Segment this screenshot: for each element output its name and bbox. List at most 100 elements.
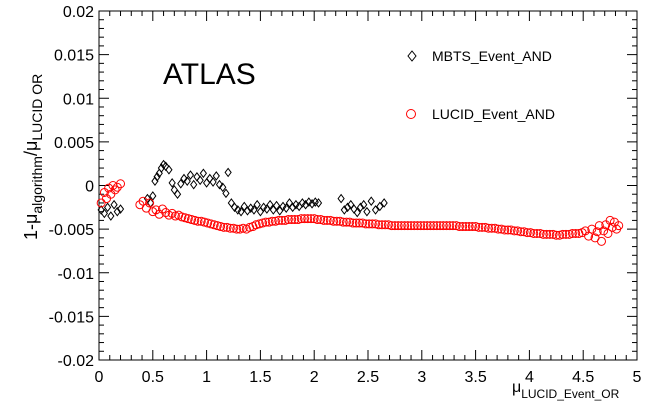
data-point-lucid [416, 221, 426, 231]
data-point-lucid [219, 222, 229, 232]
data-point-mbts [215, 179, 224, 190]
data-point-mbts [243, 205, 252, 216]
data-point-lucid [605, 215, 615, 225]
data-point-lucid [558, 229, 568, 239]
data-point-mbts [222, 188, 230, 199]
y-tick-label: -0.01 [58, 266, 95, 283]
x-tick-label: 5 [633, 369, 642, 386]
data-point-mbts [209, 177, 217, 187]
data-point-lucid [303, 214, 313, 224]
x-axis-title: μLUCID_Event_OR [512, 379, 620, 401]
legend-label-lucid: LUCID_Event_AND [432, 106, 555, 122]
data-point-lucid [387, 221, 397, 231]
y-tick-label: 0.015 [54, 48, 94, 65]
x-tick-label: 2 [310, 369, 319, 386]
data-point-lucid [348, 218, 358, 228]
data-point-lucid [145, 198, 155, 208]
y-tick-label: -0.015 [49, 309, 94, 326]
data-point-lucid [432, 221, 442, 231]
data-point-lucid [516, 227, 526, 237]
data-point-lucid [338, 217, 348, 227]
y-tick-label: -0.02 [58, 353, 95, 370]
data-point-lucid [503, 225, 513, 235]
x-tick-label: 0 [95, 369, 104, 386]
data-point-lucid [474, 222, 484, 232]
data-point-mbts [371, 205, 380, 215]
data-point-lucid [461, 222, 471, 232]
data-point-lucid [596, 236, 606, 246]
data-point-lucid [274, 215, 284, 225]
data-point-lucid [435, 221, 445, 231]
data-point-lucid [341, 217, 351, 227]
data-point-lucid [296, 214, 306, 224]
data-point-lucid [380, 220, 390, 230]
data-point-mbts [180, 173, 188, 184]
data-point-lucid [429, 221, 439, 231]
data-point-mbts [219, 182, 227, 193]
data-point-mbts [113, 206, 121, 217]
data-point-mbts [168, 178, 176, 188]
data-point-lucid [393, 221, 403, 231]
x-axis-title-main: μ [512, 379, 521, 396]
data-point-lucid [225, 223, 235, 233]
data-point-mbts [253, 199, 261, 210]
data-point-lucid [154, 209, 164, 219]
data-point-mbts [343, 202, 352, 213]
series-group [96, 159, 624, 246]
data-point-mbts [224, 167, 232, 178]
data-point-lucid [96, 198, 106, 208]
data-point-mbts [360, 199, 368, 210]
y-tick-label: 0 [85, 179, 94, 196]
data-point-mbts [356, 202, 365, 213]
data-point-lucid [607, 222, 617, 232]
data-point-mbts [363, 206, 371, 217]
data-point-mbts [376, 201, 384, 212]
data-point-lucid [232, 224, 242, 234]
series-0-markers [97, 159, 388, 221]
data-point-mbts [107, 211, 115, 221]
data-point-mbts [250, 205, 258, 215]
data-point-lucid [403, 221, 413, 231]
data-point-lucid [419, 221, 429, 231]
data-point-lucid [332, 216, 342, 226]
data-point-mbts [314, 198, 323, 208]
data-point-lucid [458, 222, 468, 232]
data-point-lucid [599, 226, 609, 236]
data-point-lucid [542, 229, 552, 239]
data-point-lucid [300, 214, 310, 224]
data-point-lucid [442, 221, 452, 231]
y-tick-label: 0.02 [63, 4, 94, 21]
data-point-lucid [390, 221, 400, 231]
data-point-mbts [289, 202, 297, 213]
data-point-lucid [538, 229, 548, 239]
data-point-mbts [340, 205, 348, 215]
data-point-mbts [186, 170, 195, 180]
data-point-mbts [116, 204, 125, 214]
y-tick-label: 0.005 [54, 135, 94, 152]
data-point-lucid [493, 224, 503, 234]
y-axis-title-mid: /μ [21, 141, 41, 156]
data-point-lucid [409, 221, 419, 231]
data-point-lucid [329, 216, 339, 226]
data-point-lucid [614, 221, 624, 231]
x-tick-label: 3 [417, 369, 426, 386]
data-point-lucid [312, 215, 322, 225]
data-point-lucid [532, 228, 542, 238]
data-point-mbts [183, 176, 191, 186]
data-point-lucid [261, 217, 271, 227]
x-tick-label: 1.5 [249, 369, 271, 386]
data-point-lucid [587, 224, 597, 234]
data-point-lucid [580, 226, 590, 236]
data-point-mbts [353, 207, 361, 218]
data-point-lucid [567, 228, 577, 238]
x-tick-label: 4.5 [572, 369, 594, 386]
data-point-lucid [412, 221, 422, 231]
data-point-lucid [561, 229, 571, 239]
legend: MBTS_Event_AND LUCID_Event_AND [406, 48, 555, 122]
legend-label-mbts: MBTS_Event_AND [432, 48, 552, 64]
data-point-lucid [603, 228, 613, 238]
data-point-lucid [161, 208, 171, 218]
ticks-group [98, 10, 638, 361]
data-point-mbts [282, 203, 290, 214]
